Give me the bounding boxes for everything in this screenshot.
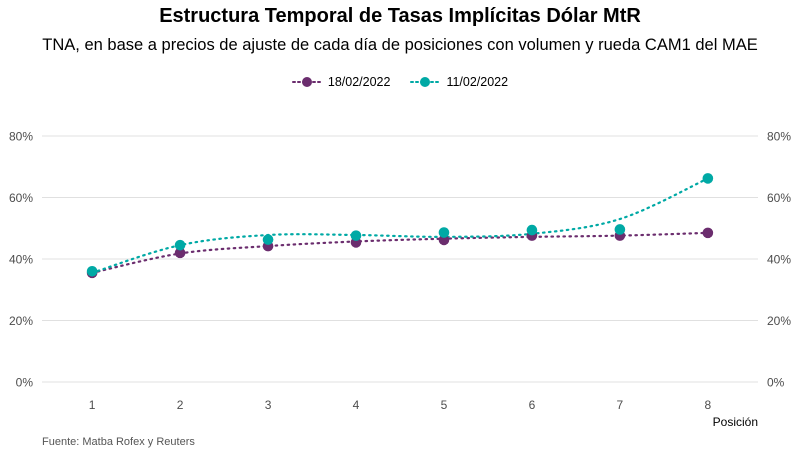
- legend-label-series-1: 18/02/2022: [327, 75, 391, 89]
- legend-label-series-2: 11/02/2022: [446, 75, 509, 89]
- x-tick-label: 5: [441, 398, 448, 412]
- x-tick-label: 7: [617, 398, 624, 412]
- data-point-series-2: [526, 224, 538, 236]
- legend: 18/02/2022 11/02/2022: [0, 75, 800, 89]
- x-tick-label: 8: [705, 398, 712, 412]
- data-point-series-2: [614, 224, 626, 235]
- y-tick-label-left: 80%: [9, 130, 33, 144]
- source-caption: Fuente: Matba Rofex y Reuters: [42, 436, 195, 448]
- y-tick-label-left: 0%: [16, 376, 34, 390]
- y-tick-label-right: 80%: [767, 130, 791, 144]
- y-tick-label-right: 60%: [767, 191, 791, 205]
- data-point-series-2: [438, 227, 450, 238]
- data-point-series-2: [702, 173, 714, 184]
- data-point-series-2: [350, 230, 362, 241]
- data-point-series-1: [174, 247, 186, 259]
- x-tick-label: 4: [353, 398, 360, 412]
- x-tick-label: 2: [177, 398, 184, 412]
- y-tick-label-right: 0%: [767, 376, 785, 390]
- legend-marker-series-2: [420, 77, 431, 87]
- legend-key-series-1: [291, 77, 322, 87]
- data-point-series-2: [262, 234, 274, 245]
- x-axis-title: Posición: [713, 415, 758, 429]
- legend-key-series-2: [410, 77, 441, 87]
- data-point-series-1: [702, 227, 714, 239]
- data-point-series-2: [86, 266, 98, 277]
- y-tick-label-left: 40%: [9, 253, 33, 267]
- series-line-1: [91, 231, 709, 274]
- y-tick-label-right: 20%: [767, 314, 791, 328]
- y-tick-label-right: 40%: [767, 253, 791, 267]
- legend-item-series-2: 11/02/2022: [410, 75, 508, 89]
- data-point-series-1: [438, 234, 450, 246]
- x-tick-label: 1: [89, 398, 96, 412]
- chart-title: Estructura Temporal de Tasas Implícitas …: [159, 5, 641, 27]
- series-line-2: [91, 177, 709, 274]
- legend-item-series-1: 18/02/2022: [291, 75, 391, 89]
- x-tick-label: 3: [265, 398, 272, 412]
- chart-subtitle: TNA, en base a precios de ajuste de cada…: [42, 36, 758, 54]
- x-tick-label: 6: [529, 398, 536, 412]
- y-tick-label-left: 20%: [9, 314, 33, 328]
- data-point-series-2: [174, 239, 186, 251]
- y-tick-label-left: 60%: [9, 191, 33, 205]
- legend-marker-series-1: [301, 77, 312, 87]
